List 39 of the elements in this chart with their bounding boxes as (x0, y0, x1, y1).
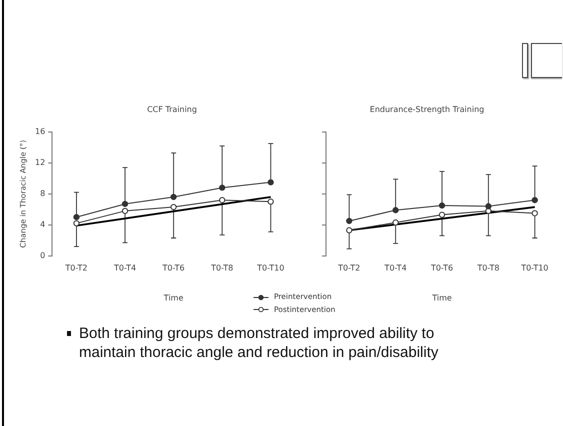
point (170, 194, 177, 200)
x-tick-label: T0-T2 (337, 264, 360, 273)
point (392, 219, 399, 226)
point (122, 208, 128, 214)
x-tick-label: T0-T10 (520, 264, 548, 273)
x-tick-label: T0-T8 (476, 264, 500, 273)
y-tick-label: 16 (34, 127, 46, 136)
x-axis-title: Time (162, 293, 184, 302)
point (346, 227, 352, 234)
point (485, 203, 492, 210)
text: Both training groups demonstrated improved ability to maintain thoracic angle and reduction in pain/disability (79, 324, 440, 362)
x-tick-label: T0-T10 (256, 264, 284, 273)
x-axis-title: Time (431, 293, 452, 302)
x-tick-label: T0-T2 (64, 264, 88, 273)
point (268, 198, 274, 205)
chart-title: CCF Training (147, 105, 197, 114)
point (532, 210, 538, 216)
point (170, 204, 177, 210)
point (122, 200, 128, 208)
point (346, 218, 352, 224)
point (392, 207, 399, 214)
x-tick-label: T0-T8 (210, 264, 234, 273)
point (73, 214, 80, 220)
x-tick-label: T0-T4 (384, 264, 407, 273)
y-tick-label: 8 (40, 188, 46, 198)
chart-title: Endurance-Strength Training (370, 105, 484, 114)
point (268, 179, 274, 186)
x-tick-label: T0-T4 (112, 264, 136, 273)
point (219, 196, 226, 204)
point (73, 220, 80, 226)
x-tick-label: T0-T6 (430, 264, 454, 273)
point (438, 202, 446, 209)
y-tick-label: 0 (40, 250, 46, 260)
y-tick-label: 12 (34, 158, 46, 168)
point (219, 184, 226, 191)
point (532, 196, 538, 204)
point (438, 212, 446, 218)
x-tick-label: T0-T6 (162, 264, 185, 273)
y-tick-label: 4 (40, 220, 46, 229)
